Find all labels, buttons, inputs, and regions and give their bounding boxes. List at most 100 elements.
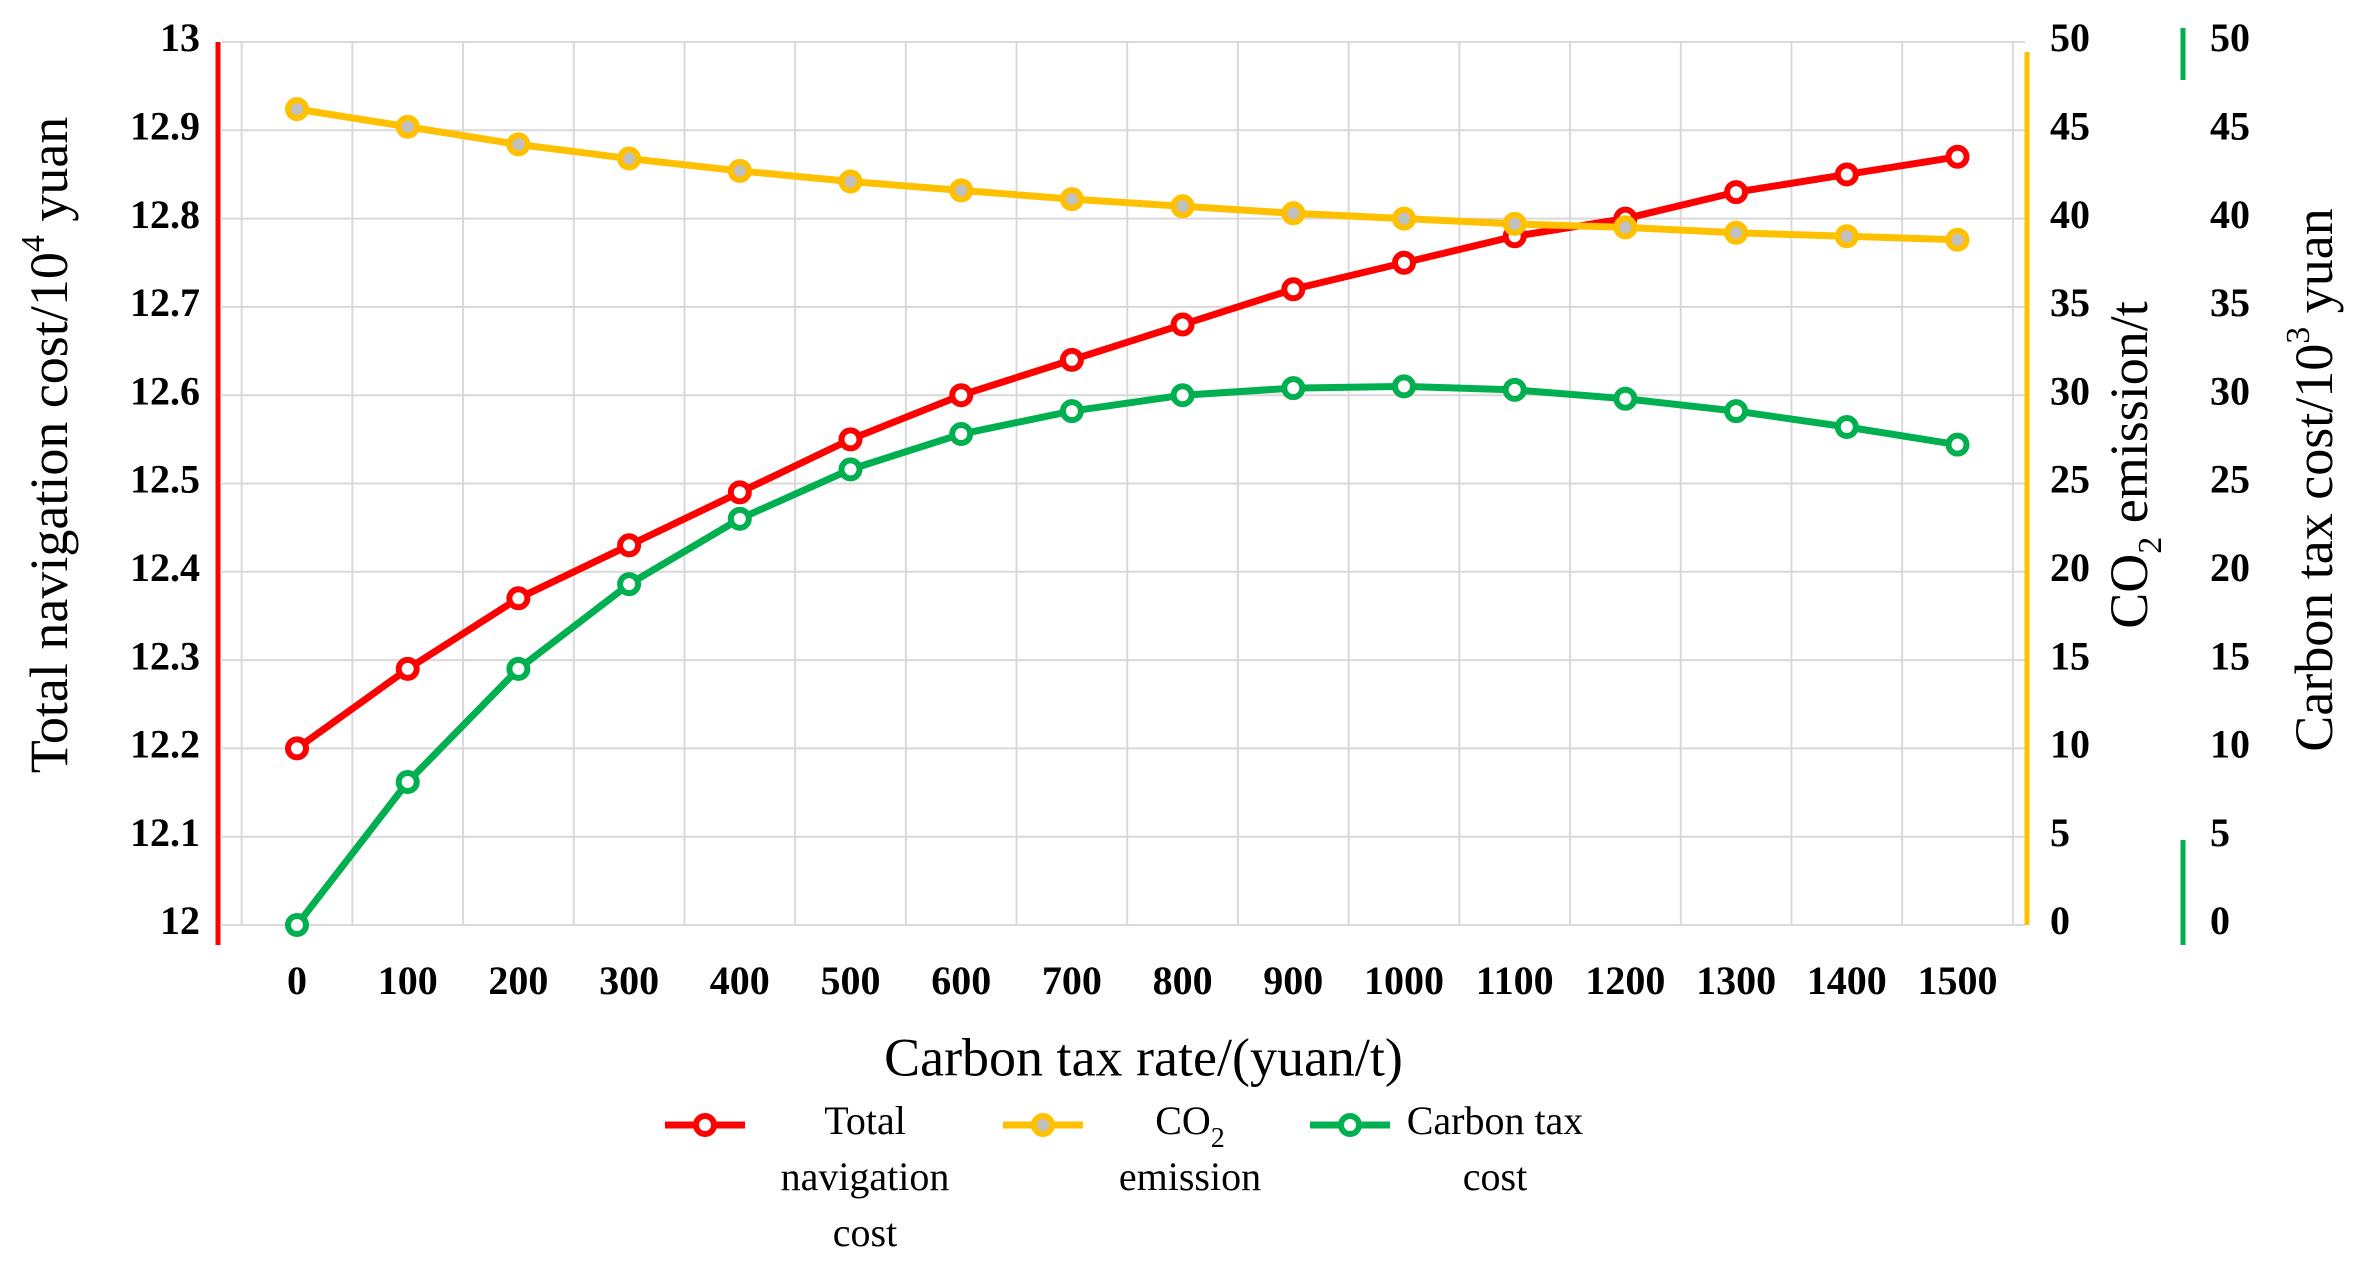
x-axis-tick-label: 1500 <box>1918 958 1998 1003</box>
right-axis-carbon-tax-tick-label: 5 <box>2210 810 2230 855</box>
right-axis-co2-tick-label: 35 <box>2050 280 2090 325</box>
x-axis-tick-label: 1000 <box>1364 958 1444 1003</box>
axes <box>215 28 2186 945</box>
right-axis-co2-tick-label: 40 <box>2050 192 2090 237</box>
data-point-co2-emission <box>506 132 531 157</box>
data-point-total-navigation-cost <box>1724 180 1749 205</box>
left-axis-tick-label: 12.1 <box>130 810 200 855</box>
data-point-total-navigation-cost <box>1392 250 1416 275</box>
left-axis-tick-label: 12 <box>160 898 200 943</box>
right-axis-carbon-tax-tick-label: 40 <box>2210 192 2250 237</box>
left-axis-title: Total navigation cost/104 yuan <box>15 117 79 774</box>
left-axis-tick-label: 12.5 <box>130 457 200 502</box>
data-point-co2-emission <box>1945 227 1970 252</box>
data-point-carbon-tax-cost <box>1724 399 1749 424</box>
legend-label-co2-emission: emission <box>1119 1154 1261 1199</box>
x-axis-tick-label: 500 <box>821 958 881 1003</box>
data-point-co2-emission <box>949 178 974 203</box>
data-point-total-navigation-cost <box>949 383 974 408</box>
legend-label-carbon-tax-cost: cost <box>1463 1154 1527 1199</box>
right-axis-carbon-tax-tick-label: 15 <box>2210 633 2250 678</box>
right-axis-carbon-tax-tick-label: 35 <box>2210 280 2250 325</box>
left-axis-tick-label: 12.8 <box>130 192 200 237</box>
x-axis-tick-label: 700 <box>1042 958 1102 1003</box>
data-point-carbon-tax-cost <box>1281 376 1306 401</box>
right-axis-co2-tick-label: 25 <box>2050 457 2090 502</box>
data-point-carbon-tax-cost <box>1170 383 1195 408</box>
right-axis-carbon-tax-tick-label: 30 <box>2210 368 2250 413</box>
right-axis-carbon-tax-tick-label: 50 <box>2210 15 2250 60</box>
series <box>285 97 1970 937</box>
right-axis-carbon-tax-tick-label: 20 <box>2210 545 2250 590</box>
left-axis-tick-label: 12.7 <box>130 280 200 325</box>
data-point-total-navigation-cost <box>727 480 752 505</box>
data-point-total-navigation-cost <box>506 586 531 611</box>
right-axis-co2-tick-label: 15 <box>2050 633 2090 678</box>
data-point-co2-emission <box>1613 215 1638 240</box>
data-point-co2-emission <box>1059 187 1084 212</box>
data-point-total-navigation-cost <box>285 736 309 761</box>
right-axis-co2-tick-label: 0 <box>2050 898 2070 943</box>
data-point-carbon-tax-cost <box>1392 374 1416 399</box>
data-point-carbon-tax-cost <box>838 457 863 482</box>
x-axis-tick-label: 400 <box>710 958 770 1003</box>
legend-label-co2-emission: CO2 <box>1155 1098 1225 1154</box>
data-point-co2-emission <box>1170 194 1195 219</box>
legend-marker-co2-emission <box>1031 1113 1055 1137</box>
legend-label-total-navigation-cost: Total <box>824 1098 906 1143</box>
x-axis-tick-label: 200 <box>488 958 548 1003</box>
x-axis-tick-label: 1400 <box>1807 958 1887 1003</box>
left-axis-tick-label: 12.3 <box>130 633 200 678</box>
right-axis-carbon-tax-tick-label: 25 <box>2210 457 2250 502</box>
right-axis-co2-title: CO2 emission/t <box>2099 301 2169 629</box>
legend-label-carbon-tax-cost: Carbon tax <box>1407 1098 1584 1143</box>
right-axis-carbon-tax-tick-label: 45 <box>2210 103 2250 148</box>
data-point-co2-emission <box>285 97 309 122</box>
x-axis-tick-label: 1200 <box>1585 958 1665 1003</box>
data-point-co2-emission <box>838 169 863 194</box>
gridlines <box>222 41 2025 926</box>
legend-label-total-navigation-cost: navigation <box>781 1154 950 1199</box>
data-point-carbon-tax-cost <box>1945 432 1970 457</box>
data-point-total-navigation-cost <box>617 533 642 558</box>
data-point-carbon-tax-cost <box>617 572 642 597</box>
data-point-co2-emission <box>1724 220 1749 245</box>
right-axis-carbon-tax-tick-label: 10 <box>2210 722 2250 767</box>
right-axis-co2-tick-label: 30 <box>2050 368 2090 413</box>
x-axis-tick-label: 0 <box>287 958 307 1003</box>
data-point-co2-emission <box>395 114 420 139</box>
data-point-total-navigation-cost <box>395 656 420 681</box>
x-axis-tick-label: 800 <box>1153 958 1213 1003</box>
data-point-carbon-tax-cost <box>395 769 420 794</box>
series-line-carbon-tax-cost <box>294 382 1959 928</box>
right-axis-carbon-tax-tick-label: 0 <box>2210 898 2230 943</box>
data-point-carbon-tax-cost <box>1502 377 1527 402</box>
left-axis-tick-label: 12.2 <box>130 722 200 767</box>
right-axis-co2-tick-label: 50 <box>2050 15 2090 60</box>
data-point-carbon-tax-cost <box>727 506 752 531</box>
x-axis-tick-label: 600 <box>931 958 991 1003</box>
data-point-total-navigation-cost <box>838 427 863 452</box>
x-axis-tick-label: 100 <box>378 958 438 1003</box>
right-axis-carbon-tax-title: Carbon tax cost/103 yuan <box>2280 208 2344 751</box>
left-axis-tick-label: 12.9 <box>130 103 200 148</box>
right-axis-co2-tick-label: 45 <box>2050 103 2090 148</box>
left-axis-tick-label: 13 <box>160 15 200 60</box>
axis-labels: 12 12.1 12.2 12.3 12.4 12.5 12.6 12.7 12.8 12.9 13… <box>15 15 2344 1087</box>
data-point-total-navigation-cost <box>1059 347 1084 372</box>
x-axis-tick-label: 1300 <box>1696 958 1776 1003</box>
left-axis-tick-label: 12.6 <box>130 368 200 413</box>
series-line-total-navigation-cost <box>294 153 1959 752</box>
legend-marker-total-navigation-cost <box>693 1113 717 1137</box>
data-point-co2-emission <box>1281 201 1306 226</box>
x-axis-tick-label: 900 <box>1263 958 1323 1003</box>
data-point-co2-emission <box>727 158 752 183</box>
data-point-total-navigation-cost <box>1945 144 1970 169</box>
data-point-carbon-tax-cost <box>1613 386 1638 411</box>
data-point-carbon-tax-cost <box>506 656 531 681</box>
right-axis-co2-tick-label: 20 <box>2050 545 2090 590</box>
data-point-co2-emission <box>1502 211 1527 236</box>
